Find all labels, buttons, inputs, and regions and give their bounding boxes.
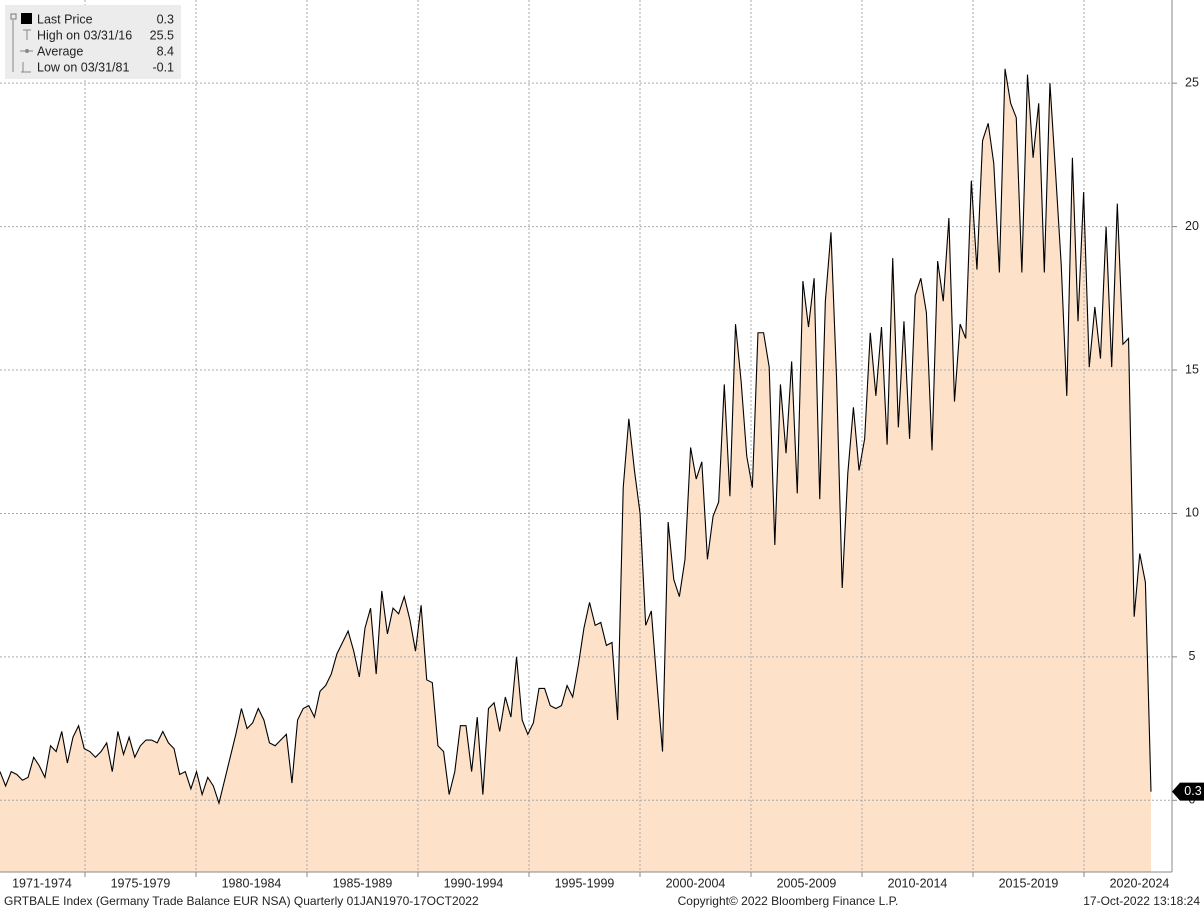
series-line (0, 68, 1152, 806)
x-tick-label: 2000-2004 (666, 876, 726, 890)
x-tick-label: 1990-1994 (444, 876, 504, 890)
x-tick-label: 2015-2019 (999, 876, 1059, 890)
area-fill (0, 68, 1151, 873)
legend-value: -0.1 (152, 60, 174, 74)
footer-center: Copyright© 2022 Bloomberg Finance L.P. (678, 894, 899, 908)
y-tick-label: 15 (1185, 362, 1199, 376)
y-tick-label: 10 (1185, 506, 1199, 520)
x-tick-label: 1980-1984 (222, 876, 282, 890)
legend-box (5, 5, 181, 79)
legend-label: Last Price (37, 12, 93, 26)
y-tick-label: 20 (1185, 219, 1199, 233)
y-tick-label: 25 (1185, 75, 1199, 89)
legend-toggle (10, 13, 17, 20)
x-tick-label: 1985-1989 (333, 876, 393, 890)
x-tick-label: 2010-2014 (888, 876, 948, 890)
last-price-tag (1172, 782, 1204, 801)
legend-swatch (21, 13, 32, 24)
legend-value: 0.3 (157, 12, 174, 26)
legend-glyph (25, 49, 29, 53)
last-price-label: 0.3 (1184, 784, 1201, 798)
footer-left: GRTBALE Index (Germany Trade Balance EUR… (4, 894, 479, 908)
footer-right: 17-Oct-2022 13:18:24 (1083, 894, 1200, 908)
plot-area (0, 0, 1172, 873)
x-tick-label: 1975-1979 (111, 876, 171, 890)
legend-value: 25.5 (150, 28, 174, 42)
x-tick-label: 2005-2009 (777, 876, 837, 890)
legend-value: 8.4 (157, 44, 174, 58)
legend-label: High on 03/31/16 (37, 28, 132, 42)
legend-label: Low on 03/31/81 (37, 60, 129, 74)
legend: Last Price 0.3 High on 03/31/16 25.5 Ave… (5, 5, 181, 79)
x-tick-label: 2020-2024 (1110, 876, 1170, 890)
legend-label: Average (37, 44, 83, 58)
y-tick-label: 5 (1189, 649, 1196, 663)
x-tick-label: 1995-1999 (555, 876, 615, 890)
x-tick-label: 1971-1974 (12, 876, 72, 890)
